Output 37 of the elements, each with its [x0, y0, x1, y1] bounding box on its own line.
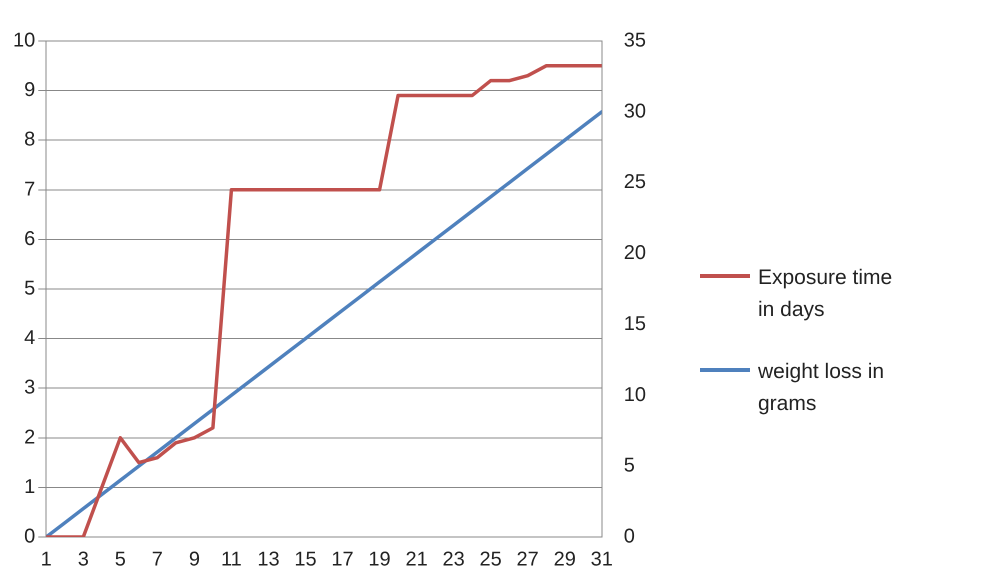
y2-tick-label: 15: [624, 312, 646, 335]
y-tick-label: 9: [24, 79, 36, 102]
y2-tick-label: 0: [624, 526, 635, 548]
y-tick-label: 1: [24, 476, 36, 498]
y2-tick-label: 20: [624, 242, 646, 264]
x-tick-label: 15: [294, 548, 317, 571]
y-tick-label: 2: [24, 426, 36, 448]
y2-tick-label: 5: [624, 454, 635, 477]
x-tick-label: 21: [405, 548, 428, 571]
y-tick-label: 8: [24, 128, 36, 151]
x-tick-label: 3: [78, 548, 89, 571]
y-tick-label: 10: [12, 30, 36, 52]
x-tick-label: 25: [480, 548, 502, 571]
y-tick-label: 6: [24, 228, 36, 250]
x-tick-label: 19: [368, 548, 391, 571]
y-tick-label: 0: [24, 526, 36, 548]
y-tick-label: 7: [24, 178, 36, 200]
y2-tick-label: 30: [624, 100, 646, 122]
legend-label: weight loss in grams: [758, 359, 886, 417]
x-tick-label: 29: [554, 548, 576, 571]
y-tick-label: 5: [24, 278, 36, 300]
y2-tick-label: 10: [624, 384, 646, 406]
x-tick-label: 17: [331, 548, 354, 571]
x-tick-label: 1: [40, 548, 52, 571]
x-tick-label: 31: [590, 548, 613, 571]
x-tick-label: 27: [516, 548, 539, 571]
x-tick-label: 9: [188, 548, 200, 571]
y2-tick-label: 25: [624, 171, 646, 194]
y-tick-label: 4: [24, 327, 36, 350]
y-tick-label: 3: [24, 376, 36, 399]
legend-label: Exposure time in days: [758, 265, 894, 323]
x-tick-label: 23: [442, 548, 465, 571]
y2-tick-label: 35: [624, 30, 646, 52]
x-tick-label: 7: [152, 548, 163, 571]
x-tick-label: 13: [257, 548, 280, 571]
x-tick-label: 5: [114, 548, 126, 571]
x-tick-label: 11: [221, 548, 242, 571]
